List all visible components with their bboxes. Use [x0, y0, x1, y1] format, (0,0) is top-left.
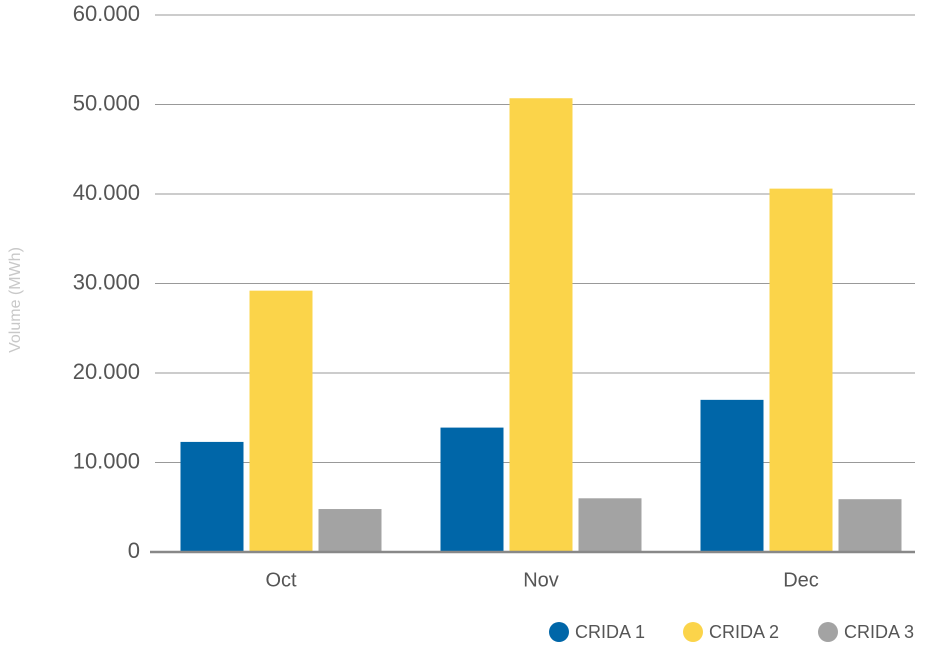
bar: [700, 399, 764, 552]
y-tick-label: 40.000: [73, 180, 140, 205]
bar: [249, 290, 313, 552]
x-tick-label: Nov: [523, 569, 559, 591]
y-axis-label: Volume (MWh): [7, 247, 24, 353]
y-tick-label: 50.000: [73, 90, 140, 115]
y-tick-label: 20.000: [73, 359, 140, 384]
bar: [769, 188, 833, 552]
y-tick-label: 0: [128, 538, 140, 563]
bar: [180, 441, 244, 552]
bar: [440, 427, 504, 552]
bar: [578, 498, 642, 552]
legend-label: CRIDA 3: [844, 622, 914, 642]
x-tick-label: Oct: [265, 569, 297, 591]
bar: [509, 98, 573, 553]
y-tick-label: 10.000: [73, 448, 140, 473]
legend-swatch: [683, 622, 703, 642]
legend-label: CRIDA 1: [575, 622, 645, 642]
bar: [838, 499, 902, 552]
legend-swatch: [549, 622, 569, 642]
bar: [318, 509, 382, 552]
y-tick-label: 30.000: [73, 269, 140, 294]
legend-swatch: [818, 622, 838, 642]
legend-label: CRIDA 2: [709, 622, 779, 642]
x-tick-label: Dec: [783, 569, 819, 591]
y-tick-label: 60.000: [73, 1, 140, 26]
